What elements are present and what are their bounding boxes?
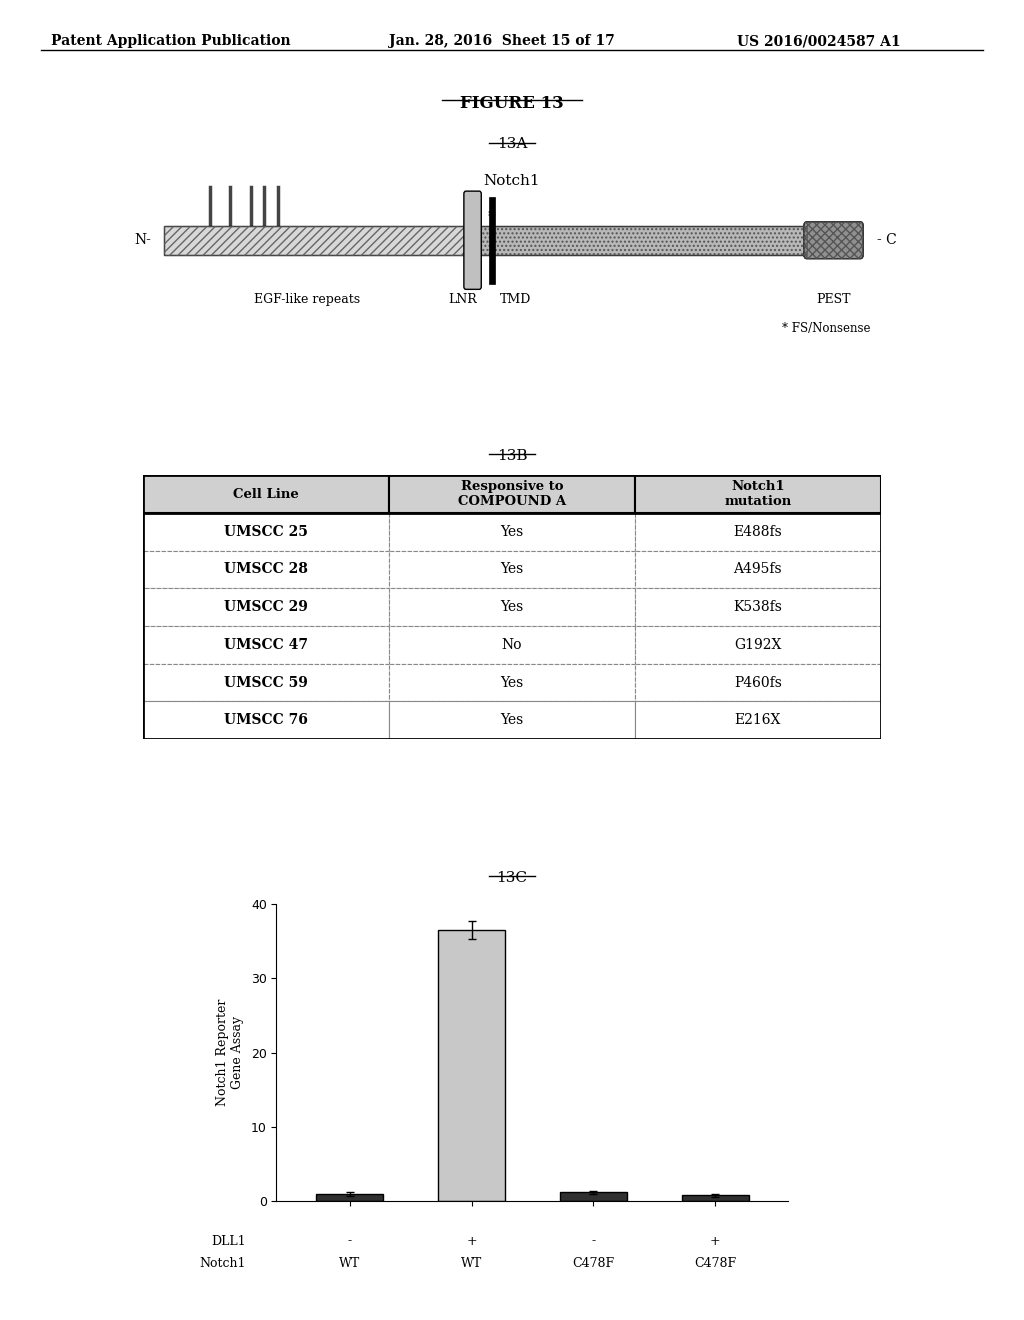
Text: *: *: [487, 210, 496, 224]
Bar: [389, 513, 635, 550]
Bar: [389, 475, 635, 513]
Bar: [143, 589, 389, 626]
Bar: [635, 513, 881, 550]
Text: Notch1: Notch1: [200, 1257, 246, 1270]
Bar: [143, 664, 389, 701]
Bar: [635, 589, 881, 626]
Bar: [389, 589, 635, 626]
Text: TMD: TMD: [500, 293, 531, 306]
Text: -: -: [347, 1234, 351, 1247]
Text: US 2016/0024587 A1: US 2016/0024587 A1: [737, 34, 901, 49]
Text: +: +: [710, 1234, 721, 1247]
Bar: [389, 626, 635, 664]
Bar: [389, 664, 635, 701]
Text: G192X: G192X: [734, 638, 781, 652]
Text: Responsive to
COMPOUND A: Responsive to COMPOUND A: [458, 480, 566, 508]
Text: UMSCC 76: UMSCC 76: [224, 713, 308, 727]
Text: C478F: C478F: [572, 1257, 614, 1270]
Text: UMSCC 47: UMSCC 47: [224, 638, 308, 652]
Bar: [560, 1192, 627, 1201]
Text: K538fs: K538fs: [733, 601, 782, 614]
Bar: [389, 550, 635, 589]
Text: WT: WT: [339, 1257, 360, 1270]
Text: -: -: [592, 1234, 596, 1247]
Text: 13A: 13A: [497, 137, 527, 152]
Text: Notch1: Notch1: [483, 174, 541, 189]
Text: A495fs: A495fs: [733, 562, 782, 577]
Text: - C: - C: [877, 234, 896, 247]
Text: UMSCC 28: UMSCC 28: [224, 562, 308, 577]
Bar: [635, 475, 881, 513]
Text: * FS/Nonsense: * FS/Nonsense: [782, 322, 870, 335]
Text: Cell Line: Cell Line: [233, 487, 299, 500]
Bar: [438, 931, 505, 1201]
Text: Notch1
mutation: Notch1 mutation: [724, 480, 792, 508]
Text: No: No: [502, 638, 522, 652]
Text: C478F: C478F: [694, 1257, 736, 1270]
Text: UMSCC 29: UMSCC 29: [224, 601, 308, 614]
Text: UMSCC 25: UMSCC 25: [224, 525, 308, 539]
Bar: [635, 626, 881, 664]
Text: UMSCC 59: UMSCC 59: [224, 676, 308, 689]
Text: 13B: 13B: [497, 449, 527, 463]
Text: Yes: Yes: [501, 525, 523, 539]
Text: LNR: LNR: [449, 293, 477, 306]
Y-axis label: Notch1 Reporter
Gene Assay: Notch1 Reporter Gene Assay: [216, 999, 244, 1106]
Text: P460fs: P460fs: [734, 676, 781, 689]
Text: WT: WT: [461, 1257, 482, 1270]
Bar: [143, 475, 389, 513]
Bar: [635, 664, 881, 701]
Bar: [682, 1196, 749, 1201]
Bar: [635, 701, 881, 739]
Text: Yes: Yes: [501, 601, 523, 614]
Bar: [316, 1193, 383, 1201]
Text: Jan. 28, 2016  Sheet 15 of 17: Jan. 28, 2016 Sheet 15 of 17: [389, 34, 614, 49]
Bar: [389, 701, 635, 739]
Text: N-: N-: [135, 234, 152, 247]
Text: FIGURE 13: FIGURE 13: [460, 95, 564, 112]
Text: PEST: PEST: [816, 293, 851, 306]
Bar: [143, 701, 389, 739]
Bar: [143, 550, 389, 589]
Bar: [143, 626, 389, 664]
Text: Yes: Yes: [501, 562, 523, 577]
Text: +: +: [466, 1234, 477, 1247]
Text: DLL1: DLL1: [211, 1234, 246, 1247]
Text: Patent Application Publication: Patent Application Publication: [51, 34, 291, 49]
Text: E488fs: E488fs: [733, 525, 782, 539]
Text: E216X: E216X: [734, 713, 781, 727]
Bar: [143, 513, 389, 550]
Bar: [635, 550, 881, 589]
Text: Yes: Yes: [501, 713, 523, 727]
Text: Yes: Yes: [501, 676, 523, 689]
Text: EGF-like repeats: EGF-like repeats: [254, 293, 360, 306]
Text: 13C: 13C: [497, 871, 527, 886]
